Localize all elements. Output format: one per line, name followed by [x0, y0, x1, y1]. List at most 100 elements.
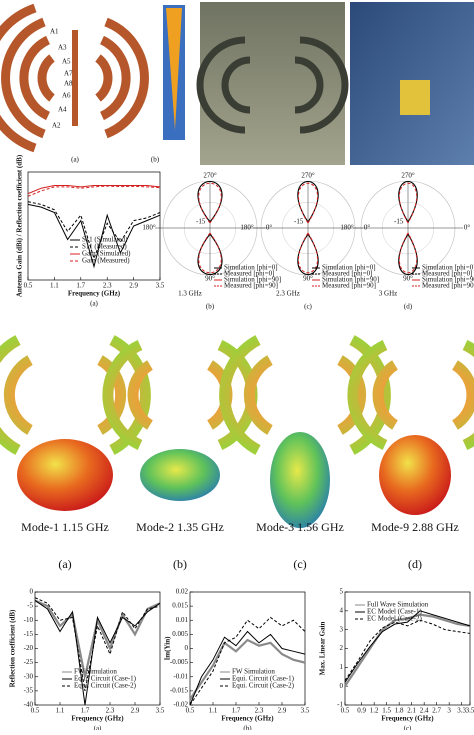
legend-label: Equi. Circuit (Case-2)	[232, 682, 295, 690]
y-tick-label: -10	[24, 616, 34, 624]
polar-freq: 2.3 GHz	[276, 290, 300, 298]
series-line	[34, 597, 161, 691]
y-tick-label: -25	[24, 658, 34, 666]
photo-shadow-pattern	[196, 36, 349, 134]
caption: (b)	[173, 557, 187, 571]
legend-label: Measured [phi=0]	[224, 270, 274, 278]
port-label: A8	[64, 80, 73, 88]
y-axis-label: Im(Yin)	[164, 636, 172, 661]
series-line	[27, 185, 161, 195]
caption: (c)	[404, 725, 412, 730]
antenna-drawing	[0, 3, 149, 153]
legend-label: Simulation [phi=90]	[422, 276, 474, 284]
x-tick-label: 2.9	[131, 707, 140, 715]
x-tick-label: 0.9	[357, 707, 366, 715]
x-axis-label: Frequency (GHz)	[381, 715, 434, 723]
caption: (b)	[243, 725, 252, 730]
caption: (b)	[151, 156, 160, 164]
y-tick-label: -15	[24, 630, 34, 638]
x-tick-label: 0.5	[31, 707, 40, 715]
y-tick-label: 0.015	[172, 602, 188, 610]
legend-label: Measured [phi=90]	[422, 282, 474, 290]
y-tick-label: -5	[27, 602, 33, 610]
x-axis-label: Frequency (GHz)	[68, 290, 121, 298]
y-tick-label: -0.005	[170, 658, 189, 666]
series-line	[27, 201, 161, 260]
legend-label: Simulation [phi=0]	[322, 264, 376, 272]
x-tick-label: 1.7	[76, 282, 85, 290]
legend-label: Equi. Circuit (Case-1)	[74, 675, 137, 683]
legend-label: Measured [phi=90]	[224, 282, 278, 290]
caption: (c)	[293, 557, 306, 571]
polar-pattern	[198, 182, 222, 274]
polar-ring-label: -15	[294, 218, 304, 226]
series-line	[344, 613, 471, 687]
x-tick-label: 1.1	[50, 282, 59, 290]
y-tick-label: 0	[185, 644, 189, 652]
series-line	[27, 203, 161, 269]
series-line	[189, 630, 306, 706]
radiation-patterns-3d	[17, 432, 451, 528]
y-tick-label: 0	[30, 588, 34, 596]
legend-label: EC Model (Case-2)	[367, 615, 422, 623]
plot-frame	[27, 171, 161, 281]
port-label: A6	[62, 92, 71, 100]
legend-label: Simulation [phi=0]	[224, 264, 278, 272]
y-axis-label: Max. Linear Gain	[319, 622, 327, 676]
port-label: A5	[62, 58, 71, 66]
x-tick-label: 0.5	[341, 707, 350, 715]
y-tick-label: -40	[24, 701, 34, 709]
y-tick-label: -30	[24, 672, 34, 680]
legend-label: Measured [phi=90]	[322, 282, 376, 290]
x-tick-label: 1.2	[370, 707, 379, 715]
polar-angle-label: 0°	[464, 224, 471, 232]
mode-label: Mode-3 1.56 GHz	[256, 520, 344, 534]
y-tick-label: 0.01	[176, 616, 189, 624]
x-tick-label: 2.9	[278, 707, 287, 715]
x-tick-label: 1.1	[56, 707, 65, 715]
legend-label: S11 (Simulated)	[82, 236, 128, 244]
legend-label: Measured [phi=0]	[422, 270, 472, 278]
legend-label: EC Model (Case-1)	[367, 608, 422, 616]
x-tick-label: 1.7	[232, 707, 241, 715]
x-tick-label: 3	[447, 707, 451, 715]
polar-angle-label: 90°	[403, 275, 413, 283]
port-label: A2	[52, 122, 61, 130]
x-tick-label: 3.3	[457, 707, 466, 715]
caption: (a)	[71, 156, 79, 164]
port-label: A3	[58, 44, 67, 52]
x-tick-label: 3.5	[301, 707, 310, 715]
caption: (d)	[404, 303, 413, 311]
legend-label: Equi. Circuit (Case-1)	[232, 675, 295, 683]
photo-antenna	[400, 80, 430, 115]
y-tick-label: 0	[340, 682, 344, 690]
series-line	[344, 610, 471, 683]
x-tick-label: 2.4	[420, 707, 429, 715]
legend-label: Simulation [phi=0]	[422, 264, 474, 272]
polar-pattern	[297, 182, 319, 274]
caption: (c)	[304, 303, 312, 311]
x-tick-label: 1.8	[395, 707, 404, 715]
legend-label: Equi. Circuit (Case-2)	[74, 682, 137, 690]
polar-angle-label: 270°	[401, 172, 415, 180]
x-tick-label: 2.3	[106, 707, 115, 715]
mode-label: Mode-9 2.88 GHz	[371, 520, 459, 534]
polar-angle-label: 180°	[142, 224, 156, 232]
current-distributions	[0, 335, 474, 455]
polar-angle-label: 180°	[340, 224, 354, 232]
polar-freq: 1.3 GHz	[178, 290, 202, 298]
y-tick-label: 5	[340, 588, 344, 596]
legend-label: Measured [phi=0]	[322, 270, 372, 278]
y-tick-label: -0.015	[170, 686, 189, 694]
port-label: A4	[58, 106, 67, 114]
mode-label: Mode-1 1.15 GHz	[21, 520, 109, 534]
y-tick-label: -0.02	[173, 701, 188, 709]
y-axis-label: Reflection coefficient (dB)	[9, 609, 17, 687]
y-tick-label: 0.005	[172, 630, 188, 638]
y-tick-label: -0.01	[173, 672, 188, 680]
y-tick-label: -35	[24, 686, 34, 694]
series-line	[189, 616, 306, 706]
x-tick-label: 2.9	[129, 282, 138, 290]
legend-label: Simulation [phi=90]	[224, 276, 281, 284]
